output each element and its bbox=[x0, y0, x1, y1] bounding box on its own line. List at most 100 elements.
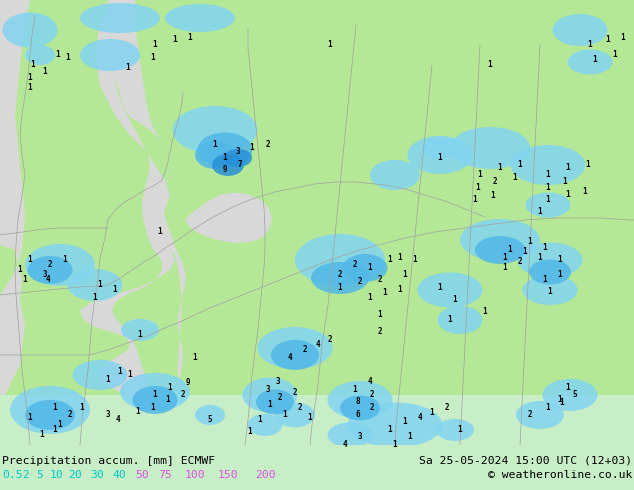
Text: 1: 1 bbox=[172, 35, 178, 45]
Text: 2: 2 bbox=[370, 403, 374, 413]
Text: Precipitation accum. [mm] ECMWF: Precipitation accum. [mm] ECMWF bbox=[2, 456, 215, 466]
Text: 20: 20 bbox=[68, 470, 82, 480]
Text: 1: 1 bbox=[193, 353, 197, 363]
Text: 1: 1 bbox=[158, 227, 162, 237]
Text: 1: 1 bbox=[453, 295, 457, 304]
Text: 2: 2 bbox=[278, 393, 282, 402]
Ellipse shape bbox=[552, 14, 607, 46]
Ellipse shape bbox=[212, 154, 244, 176]
Text: 1: 1 bbox=[28, 414, 32, 422]
Ellipse shape bbox=[516, 401, 564, 429]
Text: 1: 1 bbox=[413, 255, 417, 265]
Ellipse shape bbox=[436, 419, 474, 441]
Ellipse shape bbox=[475, 236, 525, 264]
Text: 1: 1 bbox=[80, 403, 84, 413]
Text: 1: 1 bbox=[257, 416, 262, 424]
Text: 1: 1 bbox=[28, 255, 32, 265]
Text: 1: 1 bbox=[93, 294, 97, 302]
Text: 1: 1 bbox=[408, 432, 412, 441]
Text: 1: 1 bbox=[403, 270, 407, 279]
Text: 1: 1 bbox=[328, 41, 332, 49]
Text: 1: 1 bbox=[127, 370, 133, 379]
Text: 1: 1 bbox=[566, 384, 571, 392]
Ellipse shape bbox=[517, 243, 583, 277]
Text: 1: 1 bbox=[63, 255, 67, 265]
Text: 1: 1 bbox=[58, 420, 62, 429]
Text: 1: 1 bbox=[18, 266, 22, 274]
Text: 1: 1 bbox=[223, 153, 228, 163]
Text: 1: 1 bbox=[56, 50, 60, 59]
Text: 1: 1 bbox=[151, 403, 155, 413]
Text: 1: 1 bbox=[522, 247, 527, 256]
Text: 1: 1 bbox=[23, 275, 27, 285]
Text: 1: 1 bbox=[538, 207, 542, 217]
Ellipse shape bbox=[257, 327, 332, 369]
Ellipse shape bbox=[522, 275, 578, 305]
Ellipse shape bbox=[25, 400, 75, 430]
Text: 1: 1 bbox=[126, 64, 131, 73]
Text: 1: 1 bbox=[448, 316, 452, 324]
Ellipse shape bbox=[256, 390, 294, 415]
Ellipse shape bbox=[347, 402, 443, 447]
Ellipse shape bbox=[67, 269, 122, 301]
Text: 1: 1 bbox=[543, 275, 547, 285]
Text: 10: 10 bbox=[50, 470, 64, 480]
Text: 1: 1 bbox=[546, 403, 550, 413]
Text: 1: 1 bbox=[28, 83, 32, 93]
Text: 2: 2 bbox=[338, 270, 342, 279]
Text: 9: 9 bbox=[186, 378, 190, 388]
Ellipse shape bbox=[198, 132, 252, 168]
Ellipse shape bbox=[80, 39, 140, 71]
Text: 1: 1 bbox=[437, 153, 443, 163]
Text: 1: 1 bbox=[566, 191, 571, 199]
Polygon shape bbox=[0, 0, 634, 395]
Text: 4: 4 bbox=[288, 353, 292, 363]
Text: 2: 2 bbox=[518, 257, 522, 267]
Text: 1: 1 bbox=[437, 283, 443, 293]
Text: 1: 1 bbox=[430, 409, 434, 417]
Text: 2: 2 bbox=[358, 277, 362, 287]
Text: 2: 2 bbox=[302, 345, 307, 354]
Ellipse shape bbox=[408, 136, 472, 174]
Ellipse shape bbox=[295, 234, 385, 286]
Text: 1: 1 bbox=[538, 253, 542, 263]
Text: 1: 1 bbox=[118, 368, 122, 376]
Text: 1: 1 bbox=[566, 164, 571, 172]
Ellipse shape bbox=[311, 262, 369, 294]
Text: 5: 5 bbox=[36, 470, 43, 480]
Ellipse shape bbox=[242, 377, 297, 413]
Text: 1: 1 bbox=[383, 289, 387, 297]
Text: 4: 4 bbox=[368, 377, 372, 387]
Text: 1: 1 bbox=[138, 330, 142, 340]
Text: 2: 2 bbox=[48, 261, 53, 270]
Text: 4: 4 bbox=[115, 416, 120, 424]
Polygon shape bbox=[185, 193, 272, 243]
Text: 3: 3 bbox=[236, 147, 240, 156]
Ellipse shape bbox=[25, 244, 95, 286]
Ellipse shape bbox=[510, 145, 586, 185]
Text: 150: 150 bbox=[218, 470, 238, 480]
Text: 1: 1 bbox=[593, 55, 597, 65]
Text: 2: 2 bbox=[181, 391, 185, 399]
Ellipse shape bbox=[340, 395, 380, 420]
Text: 7: 7 bbox=[238, 160, 242, 170]
Text: 1: 1 bbox=[558, 255, 562, 265]
Text: 1: 1 bbox=[53, 425, 57, 435]
Text: 40: 40 bbox=[112, 470, 126, 480]
Text: 1: 1 bbox=[283, 411, 287, 419]
Text: 9: 9 bbox=[223, 166, 228, 174]
Text: 1: 1 bbox=[165, 395, 171, 404]
Ellipse shape bbox=[328, 422, 373, 447]
Text: 1: 1 bbox=[583, 188, 587, 196]
Ellipse shape bbox=[172, 106, 257, 154]
Text: 2: 2 bbox=[328, 336, 332, 344]
Text: 8: 8 bbox=[356, 397, 360, 406]
Ellipse shape bbox=[25, 45, 55, 65]
Text: 1: 1 bbox=[498, 164, 502, 172]
Text: 1: 1 bbox=[403, 417, 407, 426]
Ellipse shape bbox=[422, 137, 458, 159]
Text: 1: 1 bbox=[153, 41, 157, 49]
Text: 1: 1 bbox=[392, 441, 398, 449]
Text: 200: 200 bbox=[255, 470, 276, 480]
Ellipse shape bbox=[27, 256, 72, 284]
